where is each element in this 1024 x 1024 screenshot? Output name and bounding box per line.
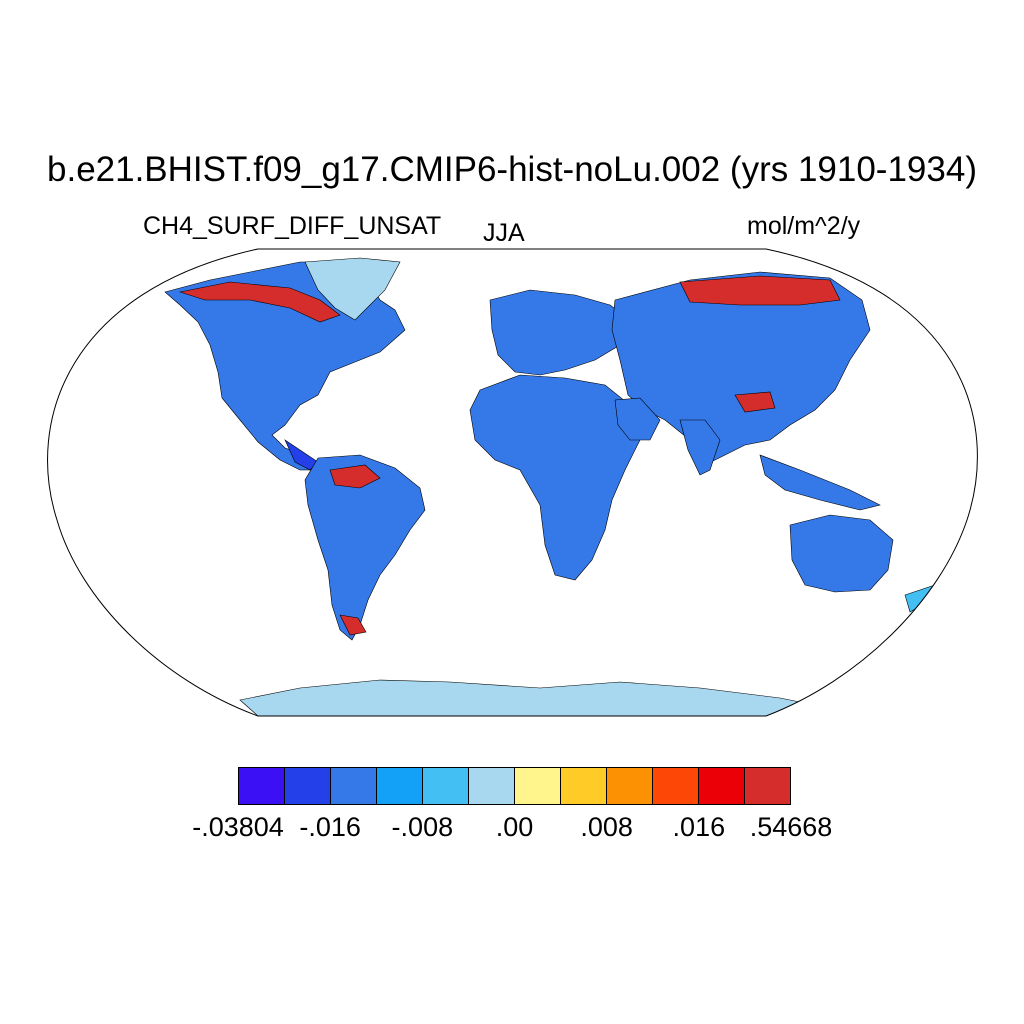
maritime-continent — [759, 454, 881, 511]
colorbar-box-2 — [331, 768, 377, 804]
greenland — [304, 257, 401, 321]
colorbar-box-11 — [745, 768, 790, 804]
colorbar-box-0 — [239, 768, 285, 804]
tibet-hotspot — [734, 391, 776, 413]
variable-label: CH4_SURF_DIFF_UNSAT — [143, 212, 442, 240]
colorbar-tick-label: .54668 — [749, 812, 833, 842]
india — [679, 419, 721, 476]
australia — [789, 514, 894, 593]
south-america — [304, 454, 426, 641]
colorbar — [238, 767, 791, 805]
colorbar-box-6 — [515, 768, 561, 804]
antarctica — [239, 679, 841, 716]
colorbar-box-1 — [285, 768, 331, 804]
africa — [469, 374, 641, 581]
colorbar-tick-label: -.008 — [391, 812, 454, 842]
patagonia-hotspot — [339, 614, 367, 636]
colorbar-tick-label: .008 — [580, 812, 633, 842]
map-title: b.e21.BHIST.f09_g17.CMIP6-hist-noLu.002 … — [47, 150, 977, 189]
land-layer — [164, 257, 936, 716]
colorbar-box-5 — [469, 768, 515, 804]
arctic-warm-band-eurasia — [679, 275, 841, 306]
colorbar-box-10 — [699, 768, 745, 804]
europe — [489, 289, 631, 376]
colorbar-box-7 — [561, 768, 607, 804]
arabia — [614, 397, 661, 441]
colorbar-tick-label: -.03804 — [192, 812, 284, 842]
colorbar-box-9 — [653, 768, 699, 804]
colorbar-box-4 — [423, 768, 469, 804]
units-label: mol/m^2/y — [747, 212, 861, 240]
colorbar-box-3 — [377, 768, 423, 804]
arctic-warm-band-na — [178, 281, 341, 323]
globe-border — [47, 248, 978, 717]
amazon-hotspot — [329, 464, 381, 489]
colorbar-tick-label: .00 — [495, 812, 534, 842]
colorbar-tick-label: .016 — [672, 812, 726, 842]
season-label: JJA — [483, 219, 525, 247]
colorbar-box-8 — [607, 768, 653, 804]
colorbar-tick-label: -.016 — [299, 812, 361, 842]
